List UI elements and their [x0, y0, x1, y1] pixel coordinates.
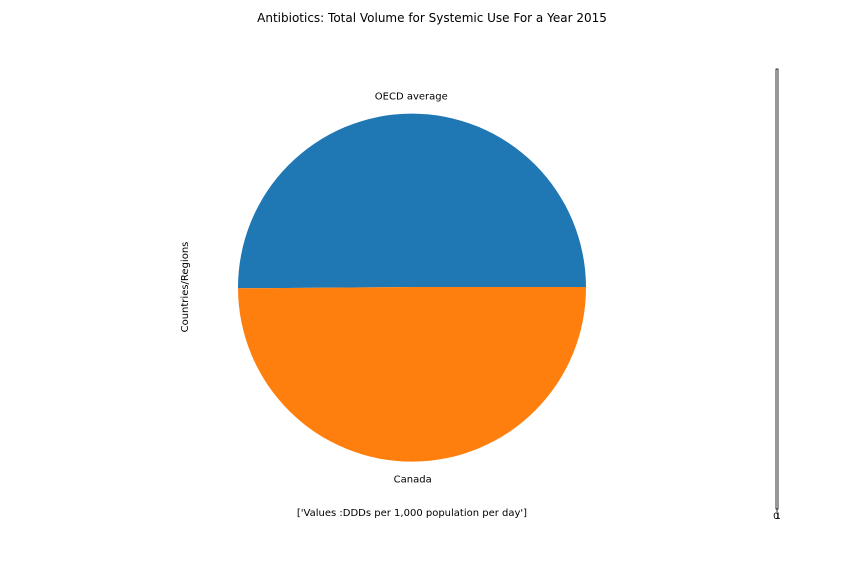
- pie-label-canada: Canada: [394, 474, 432, 485]
- y-axis-label: Countries/Regions: [180, 242, 191, 333]
- colorbar: [775, 68, 779, 510]
- colorbar-tick-label-0: 0: [773, 512, 779, 522]
- pie-slice-oecd-average: [237, 113, 586, 289]
- chart-title: Antibiotics: Total Volume for Systemic U…: [257, 11, 607, 25]
- pie-slice-labels: OECD average Canada: [375, 92, 448, 486]
- x-axis-label: ['Values :DDDs per 1,000 population per …: [297, 508, 527, 519]
- colorbar-tick-label-1: 1: [775, 512, 781, 522]
- pie-slices: [237, 113, 587, 462]
- pie-slice-canada: [238, 287, 587, 462]
- pie-label-oecd-average: OECD average: [375, 92, 448, 103]
